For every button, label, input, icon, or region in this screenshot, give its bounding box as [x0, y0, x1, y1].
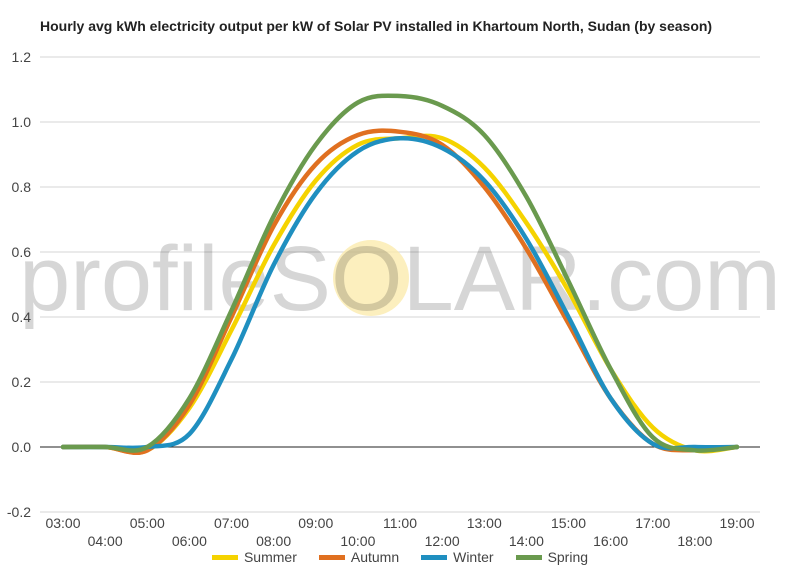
- legend-item-winter: Winter: [421, 549, 494, 565]
- x-tick-label: 11:00: [383, 515, 417, 531]
- x-tick-label: 13:00: [467, 515, 502, 531]
- series-lines: [60, 93, 740, 456]
- x-tick-label: 06:00: [172, 533, 207, 549]
- x-tick-label: 16:00: [593, 533, 628, 549]
- y-axis-ticks: -0.2 0.0 0.2 0.4 0.6 0.8 1.0 1.2: [7, 49, 31, 520]
- x-tick-label: 03:00: [45, 515, 80, 531]
- x-tick-label: 09:00: [298, 515, 333, 531]
- y-tick-label: -0.2: [7, 504, 31, 520]
- legend-swatch: [318, 554, 345, 560]
- legend-item-spring: Spring: [515, 549, 589, 565]
- x-axis-ticks: 03:00 04:00 05:00 06:00 07:00 08:00 09:00 10:00…: [45, 515, 754, 549]
- x-tick-label: 17:00: [635, 515, 670, 531]
- y-tick-label: 0.0: [12, 439, 32, 455]
- legend-swatch: [515, 554, 542, 560]
- series-line-spring: [60, 93, 740, 453]
- y-tick-label: 0.6: [12, 244, 32, 260]
- legend-swatch: [211, 554, 238, 560]
- x-tick-label: 14:00: [509, 533, 544, 549]
- legend-label: Summer: [243, 549, 297, 565]
- y-tick-label: 1.2: [12, 49, 32, 65]
- legend-swatch: [421, 554, 448, 560]
- watermark-text: profileSOLAR.com: [19, 228, 781, 330]
- legend-label: Spring: [547, 549, 589, 565]
- y-tick-label: 0.4: [12, 309, 32, 325]
- y-tick-label: 0.8: [12, 179, 32, 195]
- x-tick-label: 12:00: [425, 533, 460, 549]
- grid-lines: [40, 56, 760, 513]
- legend-item-summer: Summer: [211, 549, 297, 565]
- x-tick-label: 19:00: [719, 515, 754, 531]
- x-tick-label: 18:00: [677, 533, 712, 549]
- legend-label: Winter: [453, 549, 494, 565]
- x-tick-label: 05:00: [130, 515, 165, 531]
- series-line-winter: [60, 136, 740, 451]
- x-tick-label: 15:00: [551, 515, 586, 531]
- x-tick-label: 04:00: [88, 533, 123, 549]
- x-tick-label: 07:00: [214, 515, 249, 531]
- legend: Summer Autumn Winter Spring: [0, 549, 800, 565]
- chart-title: Hourly avg kWh electricity output per kW…: [40, 18, 713, 34]
- y-tick-label: 0.2: [12, 374, 32, 390]
- y-tick-label: 1.0: [12, 114, 32, 130]
- watermark-sun: [333, 240, 409, 316]
- x-tick-label: 10:00: [340, 533, 375, 549]
- x-tick-label: 08:00: [256, 533, 291, 549]
- legend-label: Autumn: [350, 549, 400, 565]
- legend-item-autumn: Autumn: [318, 549, 400, 565]
- watermark: profileSOLAR.com: [19, 228, 781, 330]
